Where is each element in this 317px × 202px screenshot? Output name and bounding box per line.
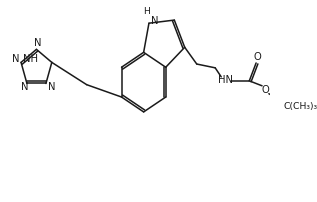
Text: N: N <box>48 82 55 93</box>
Text: N: N <box>12 54 19 64</box>
Text: N: N <box>152 16 159 26</box>
Text: HN: HN <box>218 75 233 85</box>
Text: N: N <box>34 38 41 48</box>
Text: H: H <box>143 7 150 16</box>
Text: N: N <box>22 82 29 93</box>
Text: O: O <box>254 52 262 62</box>
Text: O: O <box>262 85 269 95</box>
Text: C(CH₃)₃: C(CH₃)₃ <box>283 102 317 111</box>
Text: NH: NH <box>23 54 38 64</box>
